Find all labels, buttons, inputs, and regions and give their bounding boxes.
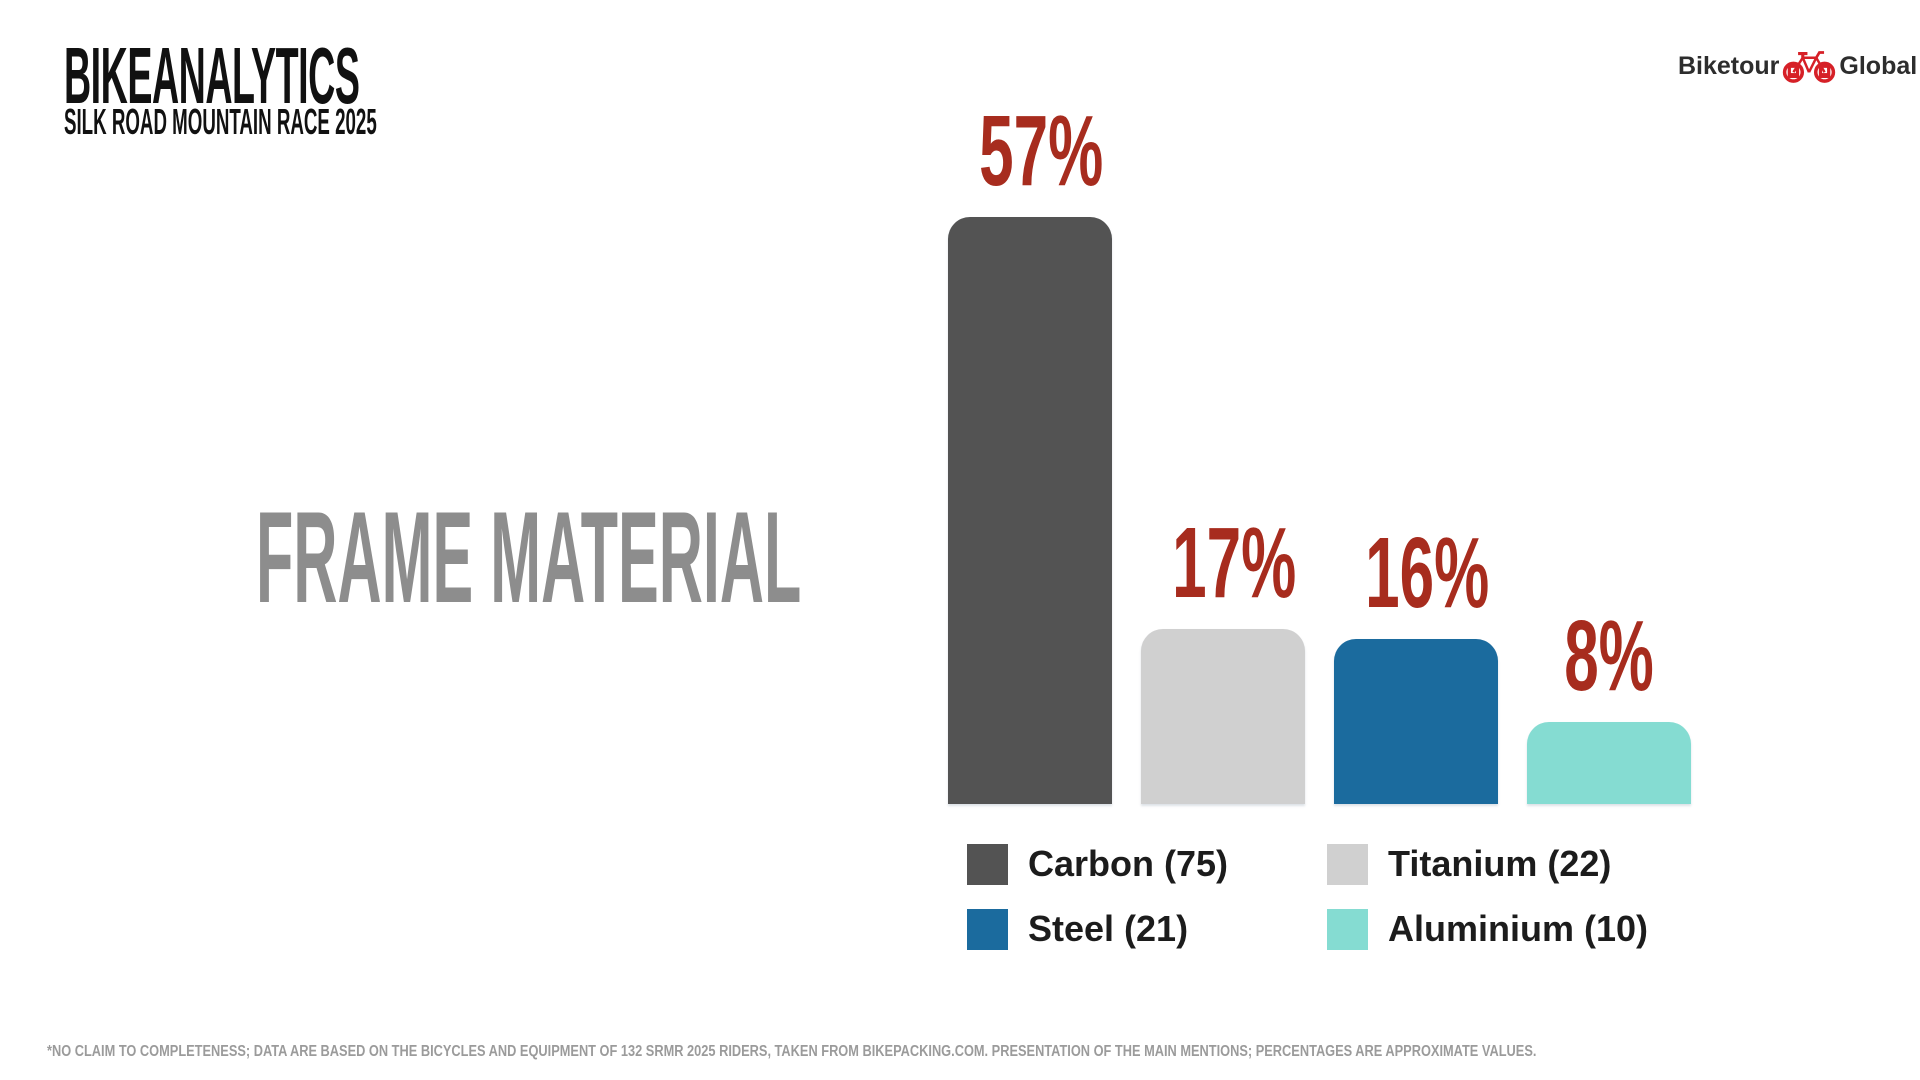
legend-label-carbon: Carbon (75): [1028, 843, 1229, 884]
biketour-global-logo: Biketour Global: [1678, 46, 1917, 86]
legend-label-steel: Steel (21): [1028, 908, 1189, 949]
bar-carbon: [948, 217, 1112, 804]
legend-item-carbon: Carbon (75): [967, 843, 1327, 885]
value-label-titanium: 17%: [1172, 507, 1297, 619]
footnote: *NO CLAIM TO COMPLETENESS; DATA ARE BASE…: [47, 1043, 1537, 1060]
logo-word-right: Global: [1839, 51, 1918, 80]
legend-swatch-steel: [967, 908, 1008, 950]
value-label-steel: 16%: [1365, 517, 1490, 629]
legend-item-steel: Steel (21): [967, 908, 1327, 950]
legend-item-titanium: Titanium (22): [1327, 843, 1687, 885]
value-label-carbon: 57%: [979, 95, 1104, 207]
bar-steel: [1334, 639, 1498, 804]
bar-titanium: [1141, 629, 1305, 804]
legend-item-aluminium: Aluminium (10): [1327, 908, 1687, 950]
value-label-aluminium: 8%: [1564, 600, 1654, 712]
legend-swatch-titanium: [1327, 843, 1368, 885]
legend-label-aluminium: Aluminium (10): [1388, 908, 1649, 949]
brand-subtitle: SILK ROAD MOUNTAIN RACE 2025: [64, 101, 377, 142]
legend-swatch-aluminium: [1327, 908, 1368, 950]
logo-word-left: Biketour: [1678, 51, 1780, 80]
brand-title: BIKEANALYTICS: [64, 31, 360, 120]
legend: Carbon (75) Titanium (22) Steel (21) Alumin…: [967, 843, 1687, 950]
chart-title: FRAME MATERIAL: [256, 484, 802, 630]
touring-bicycle-icon: [1783, 51, 1836, 83]
bar-aluminium: [1527, 722, 1691, 804]
legend-label-titanium: Titanium (22): [1388, 843, 1612, 884]
legend-swatch-carbon: [967, 843, 1008, 885]
